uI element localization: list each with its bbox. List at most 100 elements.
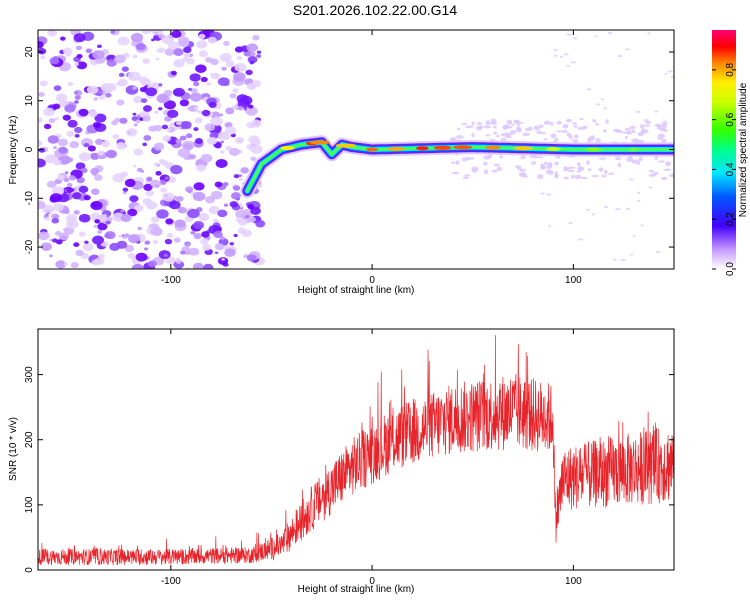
speckle xyxy=(472,169,477,173)
speckle xyxy=(556,120,562,125)
noise-blob xyxy=(229,93,237,99)
noise-blob xyxy=(127,208,138,217)
speckle xyxy=(554,173,559,179)
speckle xyxy=(540,165,547,170)
noise-blob xyxy=(78,185,89,193)
snr-frame xyxy=(37,328,675,571)
speckle xyxy=(553,48,558,51)
noise-blob xyxy=(210,116,223,126)
noise-blob xyxy=(63,209,70,215)
noise-blob xyxy=(210,190,223,200)
noise-blob xyxy=(117,36,130,46)
noise-blob xyxy=(124,233,130,238)
noise-blob xyxy=(145,87,158,97)
noise-blob xyxy=(76,61,88,70)
noise-blob xyxy=(94,113,107,123)
ridge-hotspot xyxy=(309,140,331,145)
speckle xyxy=(571,174,575,179)
noise-blob xyxy=(60,36,66,41)
noise-blob xyxy=(84,240,89,244)
noise-blob xyxy=(247,104,254,109)
noise-blob xyxy=(116,142,127,150)
noise-blob xyxy=(111,120,119,126)
speckle xyxy=(629,178,634,181)
speckle xyxy=(546,164,553,169)
noise-blob xyxy=(67,81,74,87)
speckle xyxy=(656,137,663,140)
noise-blob xyxy=(121,66,129,72)
noise-blob xyxy=(48,207,55,212)
snr-ytick-label: 100 xyxy=(24,496,35,513)
noise-blob xyxy=(247,55,258,64)
noise-blob xyxy=(132,54,138,59)
speckle xyxy=(595,122,600,126)
noise-blob xyxy=(147,260,157,268)
speckle xyxy=(607,32,613,35)
spectrogram-xtick-label: -100 xyxy=(161,275,181,286)
speckle xyxy=(568,134,573,140)
speckle xyxy=(592,213,595,216)
noise-blob xyxy=(53,146,57,149)
noise-blob xyxy=(157,83,163,87)
noise-blob xyxy=(40,242,52,251)
noise-blob xyxy=(201,109,211,117)
noise-blob xyxy=(93,97,99,101)
speckle xyxy=(563,167,570,172)
speckle xyxy=(594,140,599,143)
speckle xyxy=(655,251,661,254)
noise-blob xyxy=(160,187,168,193)
noise-blob xyxy=(133,95,144,104)
ridge-hotspot xyxy=(387,146,405,151)
noise-blob xyxy=(173,237,181,243)
noise-blob xyxy=(217,209,228,218)
noise-blob xyxy=(187,208,200,219)
speckle xyxy=(510,129,516,135)
noise-blob xyxy=(131,263,144,269)
noise-blob xyxy=(38,48,47,55)
spectrogram-ytick-label: -20 xyxy=(24,239,35,254)
speckle xyxy=(479,125,484,129)
colorbar-tick-label: 0.0 xyxy=(725,262,736,276)
noise-blob xyxy=(177,206,187,214)
noise-blob xyxy=(120,213,132,223)
noise-blob xyxy=(233,234,238,238)
speckle xyxy=(586,88,592,91)
noise-blob xyxy=(234,62,247,72)
noise-blob xyxy=(80,167,88,174)
noise-blob xyxy=(156,93,169,104)
noise-blob xyxy=(158,33,165,39)
spectrogram-xlabel: Height of straight line (km) xyxy=(298,285,415,296)
noise-blob xyxy=(189,73,201,82)
noise-blob xyxy=(246,254,257,262)
speckle xyxy=(642,124,651,127)
speckle xyxy=(550,121,554,126)
noise-blob xyxy=(188,154,196,160)
speckle xyxy=(669,173,674,178)
noise-blob xyxy=(198,50,208,58)
noise-blob xyxy=(154,110,159,114)
noise-blob xyxy=(178,39,190,48)
speckle xyxy=(570,139,575,142)
snr-xtick-label: 0 xyxy=(369,576,375,587)
speckle xyxy=(571,122,578,125)
speckle xyxy=(637,191,641,194)
noise-blob xyxy=(142,105,152,112)
noise-blob xyxy=(160,159,169,166)
snr-panel: -100 0 100 0 100 200 300 Height of straight li… xyxy=(8,328,675,595)
speckle xyxy=(654,110,659,113)
speckle xyxy=(630,253,633,256)
noise-blob xyxy=(232,185,241,191)
noise-blob xyxy=(78,152,91,162)
noise-blob xyxy=(85,48,92,54)
noise-blob xyxy=(49,56,60,65)
noise-blob xyxy=(174,219,186,228)
colorbar-label: Normalized spectral amplitude xyxy=(738,82,749,217)
speckle xyxy=(543,138,548,141)
speckle xyxy=(515,165,520,168)
speckle xyxy=(590,137,597,140)
noise-blob xyxy=(198,33,206,39)
noise-blob xyxy=(74,62,79,66)
noise-blob xyxy=(197,110,203,114)
speckle xyxy=(640,224,644,227)
noise-blob xyxy=(225,60,235,68)
